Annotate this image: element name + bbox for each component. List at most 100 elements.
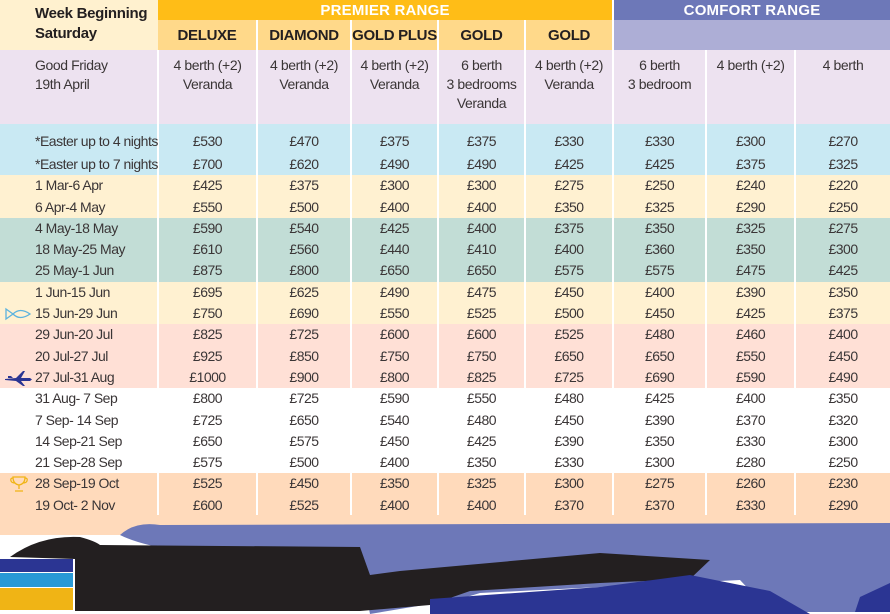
price-cell: £400 [523, 239, 614, 261]
price-row: 6 Apr-4 May £550 £500 £400 £400 £350 £325 £290 £… [0, 196, 890, 218]
price-cell: £575 [612, 260, 707, 282]
week-label: 1 Jun-15 Jun [0, 281, 158, 304]
price-cell: £600 [437, 324, 525, 346]
price-cell: £470 [256, 124, 351, 154]
price-cell: £325 [612, 196, 707, 218]
price-cell: £500 [523, 303, 614, 325]
price-cell: £390 [705, 281, 796, 304]
price-cell: £390 [523, 430, 614, 453]
price-cell: £490 [794, 366, 890, 389]
price-cell: £250 [794, 452, 890, 474]
price-cell: £540 [350, 409, 438, 431]
price-cell: £750 [437, 345, 525, 367]
price-row: 28 Sep-19 Oct £525 £450 £350 £325 £300 £275 £26… [0, 473, 890, 495]
jet-plane-icon [4, 370, 32, 386]
price-cell: £400 [437, 196, 525, 218]
price-cell: £375 [523, 217, 614, 240]
price-cell: £695 [157, 281, 257, 304]
price-cell: £330 [523, 124, 614, 154]
price-cell: £450 [612, 303, 707, 325]
price-cell: £480 [612, 324, 707, 346]
price-cell: £750 [350, 345, 438, 367]
price-cell: £440 [350, 239, 438, 261]
week-label: 27 Jul-31 Aug [0, 366, 158, 389]
price-cell: £475 [437, 281, 525, 304]
week-label-text: 1 Jun-15 Jun [35, 283, 110, 300]
price-cell: £300 [350, 175, 438, 197]
week-label-text: 27 Jul-31 Aug [35, 368, 115, 385]
week-label: 18 May-25 May [0, 239, 158, 261]
description-row: Good Friday 19th April 4 berth (+2) Veran… [0, 50, 890, 124]
price-cell: £475 [705, 260, 796, 282]
price-cell: £350 [612, 217, 707, 240]
price-cell: £550 [157, 196, 257, 218]
price-cell: £290 [705, 196, 796, 218]
price-table: Week Beginning Saturday PREMIER RANGE CO… [0, 0, 890, 517]
price-cell: £400 [350, 452, 438, 474]
price-cell: £300 [794, 239, 890, 261]
price-row: 19 Oct- 2 Nov £600 £525 £400 £400 £370 £370 £33… [0, 494, 890, 517]
price-cell: £425 [437, 430, 525, 453]
week-label: 28 Sep-19 Oct [0, 473, 158, 495]
description-line: 4 berth (+2) [173, 57, 242, 73]
description-line: Veranda [279, 76, 329, 92]
description-line: 3 bedroom [627, 76, 692, 92]
week-label-text: 19 Oct- 2 Nov [35, 496, 115, 513]
price-cell: £650 [523, 345, 614, 367]
price-row: 1 Jun-15 Jun £695 £625 £490 £475 £450 £400 £390… [0, 281, 890, 304]
price-cell: £875 [157, 260, 257, 282]
description-line: Veranda [544, 76, 594, 92]
price-cell: £330 [612, 124, 707, 154]
price-cell: £590 [705, 366, 796, 389]
price-cell: £625 [256, 281, 351, 304]
price-row: 21 Sep-28 Sep £575 £500 £400 £350 £330 £300 £28… [0, 452, 890, 474]
price-cell: £620 [256, 154, 351, 176]
column-header-gold-plus: GOLD PLUS [350, 20, 438, 50]
price-cell: £375 [794, 303, 890, 325]
week-label-text: 14 Sep-21 Sep [35, 432, 122, 449]
price-cell: £525 [256, 494, 351, 517]
price-row: 31 Aug- 7 Sep £800 £725 £590 £550 £480 £425 £40… [0, 388, 890, 410]
price-cell: £525 [157, 473, 257, 495]
week-label: 31 Aug- 7 Sep [0, 388, 158, 409]
price-cell: £240 [705, 175, 796, 197]
description-line: 4 berth (+2) [270, 57, 338, 73]
week-label-text: 21 Sep-28 Sep [35, 454, 122, 471]
price-cell: £800 [350, 366, 438, 389]
price-cell: £480 [523, 388, 614, 410]
price-cell: £330 [705, 430, 796, 453]
price-cell: £450 [256, 473, 351, 495]
price-cell: £300 [437, 175, 525, 197]
price-cell: £525 [437, 303, 525, 325]
price-cell: £650 [437, 260, 525, 282]
price-cell: £320 [794, 409, 890, 431]
price-cell: £250 [612, 175, 707, 197]
price-cell: £425 [705, 303, 796, 325]
week-label-text: 28 Sep-19 Oct [35, 475, 119, 492]
price-cell: £325 [705, 217, 796, 240]
description-cell: 4 berth (+2) Veranda [350, 50, 438, 124]
price-cell: £650 [157, 430, 257, 453]
price-cell: £650 [612, 345, 707, 367]
description-cell: 4 berth (+2) Veranda [523, 50, 614, 124]
price-cell: £800 [256, 260, 351, 282]
price-cell: £650 [350, 260, 438, 282]
price-row: 14 Sep-21 Sep £650 £575 £450 £425 £390 £350 £33… [0, 430, 890, 453]
week-header-line-1: Week Beginning [35, 5, 148, 22]
price-cell: £425 [157, 175, 257, 197]
price-cell: £575 [157, 452, 257, 474]
price-cell: £300 [705, 124, 796, 154]
premier-range-header: PREMIER RANGE [158, 0, 614, 20]
price-cell: £450 [794, 345, 890, 367]
week-label-text: *Easter up to 4 nights [35, 132, 158, 149]
price-cell: £325 [437, 473, 525, 495]
description-line: 4 berth (+2) [360, 57, 429, 73]
price-cell: £260 [705, 473, 796, 495]
price-cell: £330 [523, 452, 614, 474]
price-cell: £410 [437, 239, 525, 261]
description-line: Veranda [456, 95, 507, 111]
price-cell: £450 [523, 409, 614, 431]
description-line: 4 berth (+2) [716, 57, 785, 73]
price-cell: £725 [523, 366, 614, 389]
price-cell: £350 [612, 430, 707, 453]
